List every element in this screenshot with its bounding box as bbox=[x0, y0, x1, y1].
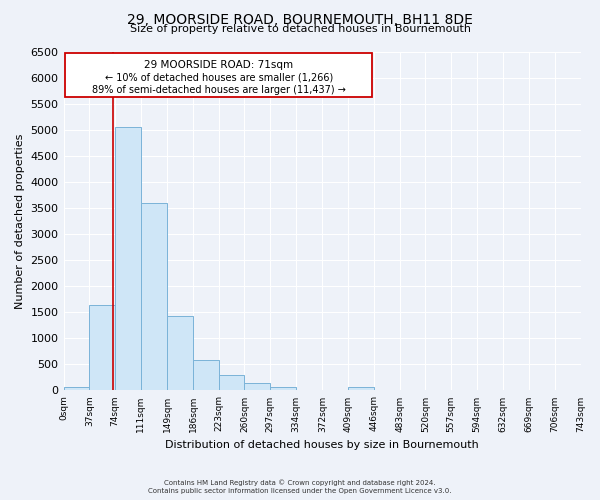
Bar bbox=[193, 360, 218, 390]
Bar bbox=[270, 388, 296, 390]
Text: 89% of semi-detached houses are larger (11,437) →: 89% of semi-detached houses are larger (… bbox=[92, 85, 346, 95]
Bar bbox=[218, 375, 244, 390]
Bar bbox=[89, 306, 115, 390]
Bar bbox=[64, 388, 89, 390]
Bar bbox=[141, 203, 167, 390]
X-axis label: Distribution of detached houses by size in Bournemouth: Distribution of detached houses by size … bbox=[165, 440, 479, 450]
Bar bbox=[348, 388, 374, 390]
Text: 29 MOORSIDE ROAD: 71sqm: 29 MOORSIDE ROAD: 71sqm bbox=[144, 60, 293, 70]
FancyBboxPatch shape bbox=[65, 52, 373, 98]
Y-axis label: Number of detached properties: Number of detached properties bbox=[15, 134, 25, 308]
Text: 29, MOORSIDE ROAD, BOURNEMOUTH, BH11 8DE: 29, MOORSIDE ROAD, BOURNEMOUTH, BH11 8DE bbox=[127, 12, 473, 26]
Bar bbox=[167, 316, 193, 390]
Bar bbox=[115, 126, 141, 390]
Bar bbox=[244, 382, 270, 390]
Text: Size of property relative to detached houses in Bournemouth: Size of property relative to detached ho… bbox=[130, 24, 470, 34]
Text: ← 10% of detached houses are smaller (1,266): ← 10% of detached houses are smaller (1,… bbox=[104, 72, 333, 82]
Text: Contains HM Land Registry data © Crown copyright and database right 2024.
Contai: Contains HM Land Registry data © Crown c… bbox=[148, 480, 452, 494]
